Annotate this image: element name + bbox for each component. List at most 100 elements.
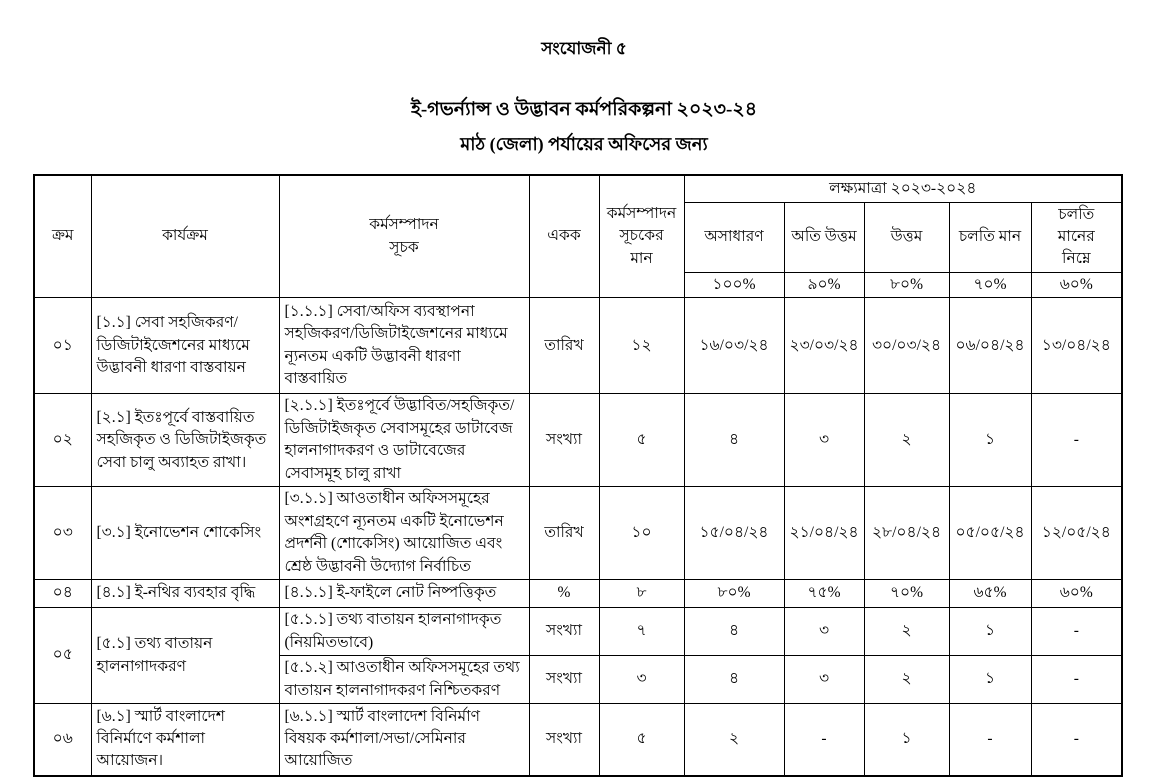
target-cell: ৬৫% <box>948 579 1032 609</box>
target-cell: ৪ <box>683 393 785 488</box>
target-cell: - <box>1030 607 1123 657</box>
unit-cell: সংখ্যা <box>528 703 600 776</box>
unit-cell: সংখ্যা <box>528 607 600 657</box>
page-subtitle: মাঠ (জেলা) পর্যায়ের অফিসের জন্য <box>460 134 708 154</box>
target-cell: - <box>783 703 865 776</box>
indicator-cell: [৫.১.২] আওতাধীন অফিসসমূহের তথ্য বাতায়ন … <box>278 655 530 704</box>
col-header-unit: একক <box>528 174 600 299</box>
indicator-cell: [৫.১.১] তথ্য বাতায়ন হালনাগাদকৃত (নিয়মি… <box>278 607 530 657</box>
col-header-weight: কর্মসম্পাদন সূচকের মান <box>598 174 685 299</box>
activity-cell: [৩.১] ইনোভেশন শোকেসিং <box>90 486 280 581</box>
table-row: [৫.১.২] আওতাধীন অফিসসমূহের তথ্য বাতায়ন … <box>34 655 1123 704</box>
target-cell: - <box>1030 655 1123 704</box>
unit-cell: % <box>528 579 600 609</box>
table-row: ০৬ [৬.১] স্মার্ট বাংলাদেশ বিনির্মাণে কর্ম… <box>33 703 1123 776</box>
target-cell: ২ <box>683 703 785 776</box>
serial-cell: ০১ <box>33 297 92 395</box>
table-row: ০৪ [৪.১] ই-নথির ব্যবহার বৃদ্ধি [৪.১.১] ই-ফ… <box>33 579 1123 609</box>
target-cell: ৩ <box>783 607 865 657</box>
col-header-serial: ক্রম <box>33 174 92 299</box>
serial-cell: ০৪ <box>33 579 92 609</box>
target-cell: ২৩/০৩/২৪ <box>783 297 865 395</box>
target-cell: ১ <box>948 607 1032 657</box>
indicator-cell: [৪.১.১] ই-ফাইলে নোট নিষ্পত্তিকৃত <box>278 579 530 609</box>
target-cell: ৭৫% <box>783 579 865 609</box>
table-row: ০১ [১.১] সেবা সহজিকরণ/ ডিজিটাইজেশনের মাধ্… <box>33 297 1123 395</box>
percent-60: ৬০% <box>1030 271 1123 299</box>
indicator-cell: [৩.১.১] আওতাধীন অফিসসমূহের অংশগ্রহণে ন্য… <box>278 486 530 581</box>
weight-cell: ১২ <box>598 297 685 395</box>
target-cell: ২১/০৪/২৪ <box>783 486 865 581</box>
unit-cell: সংখ্যা <box>528 655 600 704</box>
col-header-level-very-good: অতি উত্তম <box>783 201 865 273</box>
target-cell: ১৩/০৪/২৪ <box>1030 297 1123 395</box>
table-row: ০৫ [৫.১] তথ্য বাতায়ন হালনাগাদকরণ [৫.১.১] … <box>33 607 1123 704</box>
target-cell: ৪ <box>683 607 785 657</box>
activity-cell: [১.১] সেবা সহজিকরণ/ ডিজিটাইজেশনের মাধ্যম… <box>90 297 280 395</box>
target-cell: ১৫/০৪/২৪ <box>683 486 785 581</box>
col-header-level-outstanding: অসাধারণ <box>683 201 785 273</box>
target-cell: ৩ <box>783 655 865 704</box>
target-cell: ৩০/০৩/২৪ <box>863 297 950 395</box>
indicator-cell: [২.১.১] ইতঃপূর্বে উদ্ভাবিত/সহজিকৃত/ ডিজি… <box>278 393 530 488</box>
target-cell: - <box>1030 703 1123 776</box>
serial-cell: ০৩ <box>33 486 92 581</box>
annexure-label: সংযোজনী ৫ <box>541 39 627 58</box>
target-cell: ০৬/০৪/২৪ <box>948 297 1032 395</box>
indicator-cell: [১.১.১] সেবা/অফিস ব্যবস্থাপনা সহজিকরণ/ডি… <box>278 297 530 395</box>
weight-cell: ৭ <box>598 607 685 657</box>
activity-cell: [২.১] ইতঃপূর্বে বাস্তবায়িত সহজিকৃত ও ডি… <box>90 393 280 488</box>
target-cell: ২ <box>863 607 950 657</box>
indicator-cell: [৬.১.১] স্মার্ট বাংলাদেশ বিনির্মাণ বিষয়… <box>278 703 530 776</box>
target-cell: ৪ <box>683 655 785 704</box>
percent-100: ১০০% <box>683 271 785 299</box>
col-header-level-current: চলতি মান <box>948 201 1032 273</box>
target-cell: ১৬/০৩/২৪ <box>683 297 785 395</box>
col-header-activity: কার্যক্রম <box>90 174 280 299</box>
target-cell: - <box>1030 393 1123 488</box>
target-cell: ২ <box>863 393 950 488</box>
percent-90: ৯০% <box>783 271 865 299</box>
activity-cell: [৬.১] স্মার্ট বাংলাদেশ বিনির্মাণে কর্মশা… <box>90 703 280 776</box>
header-row-levels: অসাধারণ অতি উত্তম উত্তম চলতি মান চলতি মা… <box>34 201 1123 273</box>
document-header: সংযোজনী ৫ ই-গভর্ন্যান্স ও উদ্ভাবন কর্মপর… <box>0 0 1168 161</box>
serial-cell: ০৬ <box>33 703 92 776</box>
serial-cell: ০৫ <box>33 607 92 704</box>
target-cell: ০৫/০৫/২৪ <box>948 486 1032 581</box>
unit-cell: তারিখ <box>528 297 600 395</box>
target-cell: ১২/০৫/২৪ <box>1030 486 1123 581</box>
target-cell: ৬০% <box>1030 579 1123 609</box>
weight-cell: ৮ <box>598 579 685 609</box>
table-header: ক্রম কার্যক্রম কর্মসম্পাদন সূচক একক কর্ম… <box>33 174 1123 299</box>
target-cell: - <box>948 703 1032 776</box>
weight-cell: ৫ <box>598 393 685 488</box>
percent-70: ৭০% <box>948 271 1032 299</box>
target-cell: ৮০% <box>683 579 785 609</box>
target-cell: ৭০% <box>863 579 950 609</box>
target-cell: ২৮/০৪/২৪ <box>863 486 950 581</box>
activity-cell: [৫.১] তথ্য বাতায়ন হালনাগাদকরণ <box>90 607 280 704</box>
col-header-level-good: উত্তম <box>863 201 950 273</box>
weight-cell: ৩ <box>598 655 685 704</box>
col-header-level-below-current: চলতি মানের নিম্নে <box>1030 201 1123 273</box>
header-row-percents: ১০০% ৯০% ৮০% ৭০% ৬০% <box>34 271 1123 299</box>
unit-cell: সংখ্যা <box>528 393 600 488</box>
workplan-table: ক্রম কার্যক্রম কর্মসম্পাদন সূচক একক কর্ম… <box>33 174 1124 777</box>
target-cell: ২ <box>863 655 950 704</box>
col-header-indicator: কর্মসম্পাদন সূচক <box>278 174 530 299</box>
percent-80: ৮০% <box>863 271 950 299</box>
unit-cell: তারিখ <box>528 486 600 581</box>
target-cell: ১ <box>863 703 950 776</box>
weight-cell: ৫ <box>598 703 685 776</box>
target-cell: ৩ <box>783 393 865 488</box>
table-row: ০২ [২.১] ইতঃপূর্বে বাস্তবায়িত সহজিকৃত ও … <box>33 393 1123 488</box>
page-title: ই-গভর্ন্যান্স ও উদ্ভাবন কর্মপরিকল্পনা ২০… <box>410 99 758 120</box>
target-cell: ১ <box>948 393 1032 488</box>
target-cell: ১ <box>948 655 1032 704</box>
activity-cell: [৪.১] ই-নথির ব্যবহার বৃদ্ধি <box>90 579 280 609</box>
serial-cell: ০২ <box>33 393 92 488</box>
weight-cell: ১০ <box>598 486 685 581</box>
col-header-target-group: লক্ষ্যমাত্রা ২০২৩-২০২৪ <box>683 174 1123 203</box>
header-row-main: ক্রম কার্যক্রম কর্মসম্পাদন সূচক একক কর্ম… <box>33 174 1123 299</box>
table-row: ০৩ [৩.১] ইনোভেশন শোকেসিং [৩.১.১] আওতাধীন অ… <box>33 486 1123 581</box>
